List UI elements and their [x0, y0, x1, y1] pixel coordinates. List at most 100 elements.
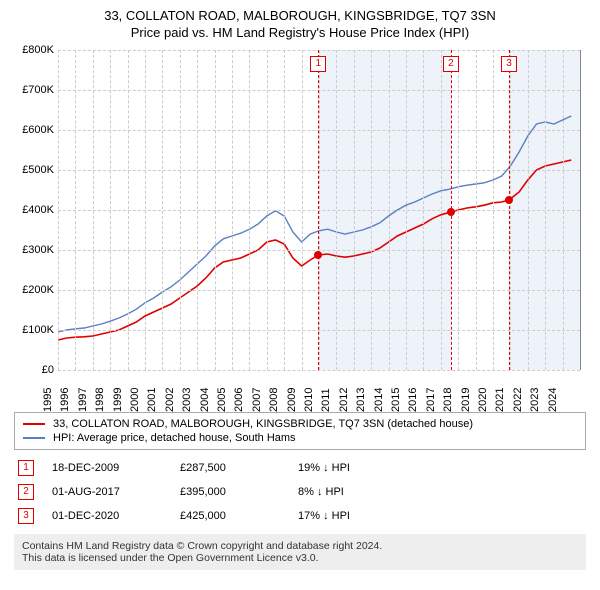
x-tick-label: 2009: [286, 388, 298, 412]
event-date: 01-DEC-2020: [52, 510, 162, 522]
x-tick-label: 2024: [547, 388, 559, 412]
legend-swatch: [23, 437, 45, 439]
legend-swatch: [23, 423, 45, 425]
x-tick-label: 1996: [59, 388, 71, 412]
x-tick-label: 2003: [181, 388, 193, 412]
grid-line: [354, 50, 355, 370]
x-tick-label: 1999: [112, 388, 124, 412]
event-num-box: 3: [18, 508, 34, 524]
event-date: 18-DEC-2009: [52, 462, 162, 474]
grid-line: [93, 50, 94, 370]
event-dot: [447, 208, 455, 216]
event-delta: 19% ↓ HPI: [298, 462, 350, 474]
x-tick-label: 2011: [320, 388, 332, 412]
y-tick-label: £400K: [10, 204, 54, 216]
grid-line: [528, 50, 529, 370]
event-row: 1 18-DEC-2009 £287,500 19% ↓ HPI: [14, 456, 586, 480]
title-line1: 33, COLLATON ROAD, MALBOROUGH, KINGSBRID…: [10, 8, 590, 23]
event-price: £287,500: [180, 462, 280, 474]
x-tick-label: 2010: [303, 388, 315, 412]
x-tick-label: 2007: [251, 388, 263, 412]
x-tick-label: 2013: [355, 388, 367, 412]
legend-row: HPI: Average price, detached house, Sout…: [23, 431, 577, 445]
x-tick-label: 2014: [373, 388, 385, 412]
event-marker-box: 1: [310, 56, 326, 72]
grid-line: [406, 50, 407, 370]
x-tick-label: 2015: [390, 388, 402, 412]
grid-line: [545, 50, 546, 370]
y-tick-label: £0: [10, 364, 54, 376]
x-tick-label: 2023: [529, 388, 541, 412]
y-tick-label: £700K: [10, 84, 54, 96]
x-tick-label: 1995: [42, 388, 54, 412]
event-delta: 8% ↓ HPI: [298, 486, 344, 498]
event-vline: [509, 50, 510, 370]
event-price: £425,000: [180, 510, 280, 522]
event-marker-box: 2: [443, 56, 459, 72]
grid-line: [75, 50, 76, 370]
grid-line: [284, 50, 285, 370]
event-dot: [505, 196, 513, 204]
x-tick-label: 2000: [129, 388, 141, 412]
y-tick-label: £500K: [10, 164, 54, 176]
y-tick-label: £300K: [10, 244, 54, 256]
grid-line: [58, 50, 59, 370]
grid-line: [493, 50, 494, 370]
series-hpi: [58, 116, 571, 332]
event-num-box: 2: [18, 484, 34, 500]
grid-line: [476, 50, 477, 370]
x-tick-label: 2021: [494, 388, 506, 412]
grid-line: [336, 50, 337, 370]
x-tick-label: 2004: [199, 388, 211, 412]
x-tick-label: 2017: [425, 388, 437, 412]
grid-line: [162, 50, 163, 370]
grid-line: [58, 370, 580, 371]
grid-line: [563, 50, 564, 370]
x-tick-label: 2001: [146, 388, 158, 412]
x-tick-label: 2019: [460, 388, 472, 412]
attribution: Contains HM Land Registry data © Crown c…: [14, 534, 586, 570]
grid-line: [197, 50, 198, 370]
x-tick-label: 2022: [512, 388, 524, 412]
grid-line: [302, 50, 303, 370]
grid-line: [215, 50, 216, 370]
x-tick-label: 2006: [233, 388, 245, 412]
x-tick-label: 2005: [216, 388, 228, 412]
y-tick-label: £600K: [10, 124, 54, 136]
grid-line: [232, 50, 233, 370]
event-date: 01-AUG-2017: [52, 486, 162, 498]
y-tick-label: £800K: [10, 44, 54, 56]
x-tick-label: 2002: [164, 388, 176, 412]
legend-label: HPI: Average price, detached house, Sout…: [53, 432, 296, 444]
legend: 33, COLLATON ROAD, MALBOROUGH, KINGSBRID…: [14, 412, 586, 450]
x-tick-label: 2012: [338, 388, 350, 412]
x-tick-label: 2016: [407, 388, 419, 412]
event-row: 2 01-AUG-2017 £395,000 8% ↓ HPI: [14, 480, 586, 504]
attribution-line1: Contains HM Land Registry data © Crown c…: [22, 540, 578, 552]
grid-line: [267, 50, 268, 370]
price-chart: £0£100K£200K£300K£400K£500K£600K£700K£80…: [10, 46, 590, 406]
event-table: 1 18-DEC-2009 £287,500 19% ↓ HPI 2 01-AUG-201…: [14, 456, 586, 528]
grid-line: [145, 50, 146, 370]
x-tick-label: 2008: [268, 388, 280, 412]
grid-line: [510, 50, 511, 370]
grid-line: [389, 50, 390, 370]
plot-area: 1 2 3: [58, 50, 581, 370]
event-delta: 17% ↓ HPI: [298, 510, 350, 522]
legend-row: 33, COLLATON ROAD, MALBOROUGH, KINGSBRID…: [23, 417, 577, 431]
legend-label: 33, COLLATON ROAD, MALBOROUGH, KINGSBRID…: [53, 418, 473, 430]
event-marker-box: 3: [501, 56, 517, 72]
grid-line: [423, 50, 424, 370]
event-dot: [314, 251, 322, 259]
grid-line: [110, 50, 111, 370]
attribution-line2: This data is licensed under the Open Gov…: [22, 552, 578, 564]
grid-line: [371, 50, 372, 370]
grid-line: [458, 50, 459, 370]
grid-line: [249, 50, 250, 370]
grid-line: [441, 50, 442, 370]
y-tick-label: £100K: [10, 324, 54, 336]
event-num-box: 1: [18, 460, 34, 476]
x-tick-label: 2018: [442, 388, 454, 412]
event-price: £395,000: [180, 486, 280, 498]
grid-line: [180, 50, 181, 370]
